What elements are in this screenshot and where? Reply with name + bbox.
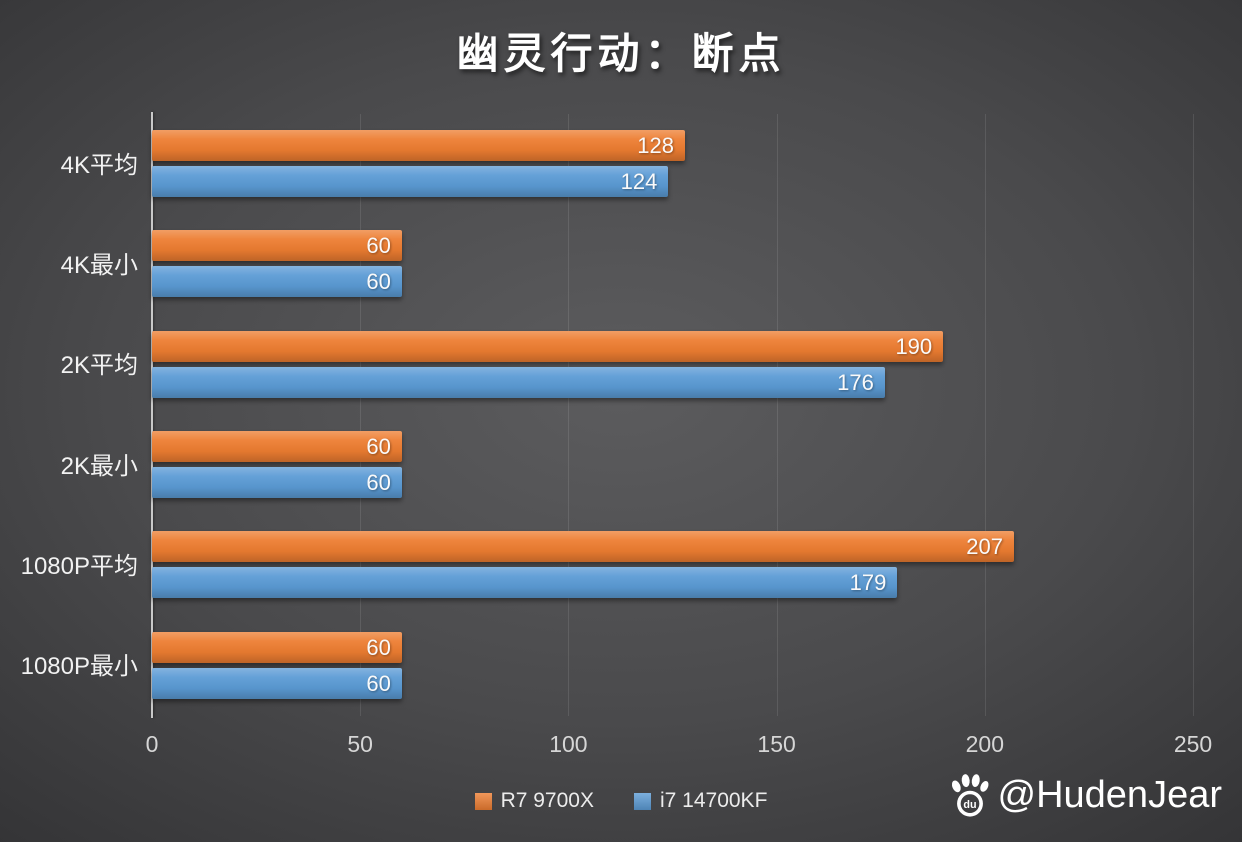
x-tick-label-200: 200 — [965, 731, 1004, 757]
legend-item: i7 14700KF — [633, 789, 768, 813]
bar-group: 60 60 — [152, 214, 1193, 314]
bar-value-label: 60 — [366, 634, 391, 660]
category-label: 2K平均 — [60, 352, 138, 380]
legend-label: i7 14700KF — [659, 789, 768, 812]
gridline-200 — [984, 114, 986, 716]
bar-value-label: 124 — [620, 169, 658, 194]
bar: 207 — [152, 531, 1014, 563]
bar: 179 — [152, 567, 898, 599]
category-label: 2K最小 — [60, 452, 138, 480]
bar-value-label: 60 — [366, 269, 391, 295]
bar-pair: 60 60 — [152, 230, 1193, 298]
bar-rows: 128 124 60 60 190 176 60 60 207 179 60 60 — [152, 114, 1193, 716]
legend-item: R7 9700X — [474, 789, 594, 813]
bar: 60 — [152, 466, 402, 498]
chart-title: 幽灵行动：断点 — [456, 30, 786, 77]
bar-value-label: 207 — [966, 534, 1003, 560]
bar-value-label: 176 — [837, 369, 874, 395]
bar-pair: 128 124 — [152, 130, 1193, 197]
bar-value-label: 179 — [849, 570, 887, 596]
bar: 124 — [152, 166, 669, 197]
bar-pair: 190 176 — [152, 330, 1193, 398]
gridline-150 — [776, 114, 778, 716]
category-label: 4K最小 — [60, 251, 138, 279]
bar-pair: 60 60 — [152, 631, 1193, 699]
legend-swatch — [633, 792, 651, 810]
bar-value-label: 128 — [637, 133, 674, 158]
x-axis-ticks: 0 50 100 150 200 250 — [146, 731, 1213, 761]
legend-swatch — [474, 792, 492, 810]
bar-group: 190 176 — [152, 315, 1193, 415]
bar: 190 — [152, 330, 944, 362]
bar: 60 — [152, 667, 402, 699]
category-label: 1080P最小 — [20, 653, 138, 681]
baidu-paw-icon: du — [947, 772, 993, 818]
gridline-100 — [568, 114, 570, 716]
bar-value-label: 60 — [366, 469, 391, 495]
bar: 128 — [152, 130, 685, 161]
x-tick-label-0: 0 — [145, 731, 159, 757]
y-axis-line — [151, 112, 153, 718]
bar: 60 — [152, 430, 402, 462]
bar-group: 207 179 — [152, 515, 1193, 615]
legend: R7 9700X i7 14700KF — [0, 789, 1242, 813]
plot-area: 128 124 60 60 190 176 60 60 207 179 60 60 — [151, 112, 1194, 718]
x-tick-label-150: 150 — [757, 731, 796, 757]
legend-label: R7 9700X — [500, 789, 594, 812]
bar: 176 — [152, 366, 885, 398]
bar-pair: 207 179 — [152, 531, 1193, 599]
bar-value-label: 60 — [366, 670, 391, 696]
bar-value-label: 60 — [366, 433, 391, 459]
bar-group: 60 60 — [152, 616, 1193, 716]
x-tick-label-100: 100 — [549, 731, 588, 757]
svg-text:du: du — [963, 799, 976, 811]
gridline-250 — [1193, 114, 1194, 716]
bar-value-label: 190 — [895, 333, 933, 359]
bar: 60 — [152, 230, 402, 262]
bar-group: 128 124 — [152, 114, 1193, 214]
bar: 60 — [152, 266, 402, 298]
bar: 60 — [152, 631, 402, 663]
bar-value-label: 60 — [366, 233, 391, 259]
category-label: 4K平均 — [60, 151, 138, 179]
gridline-50 — [360, 114, 362, 716]
watermark-text: @HudenJear — [997, 773, 1222, 816]
x-tick-label-50: 50 — [347, 731, 373, 757]
watermark: du @HudenJear — [947, 772, 1222, 818]
bar-pair: 60 60 — [152, 430, 1193, 498]
x-tick-label-250: 250 — [1173, 731, 1213, 757]
bar-group: 60 60 — [152, 415, 1193, 515]
category-label: 1080P平均 — [20, 552, 138, 580]
category-axis: 4K平均 4K最小 2K平均 2K最小 1080P平均 1080P最小 — [0, 114, 138, 716]
